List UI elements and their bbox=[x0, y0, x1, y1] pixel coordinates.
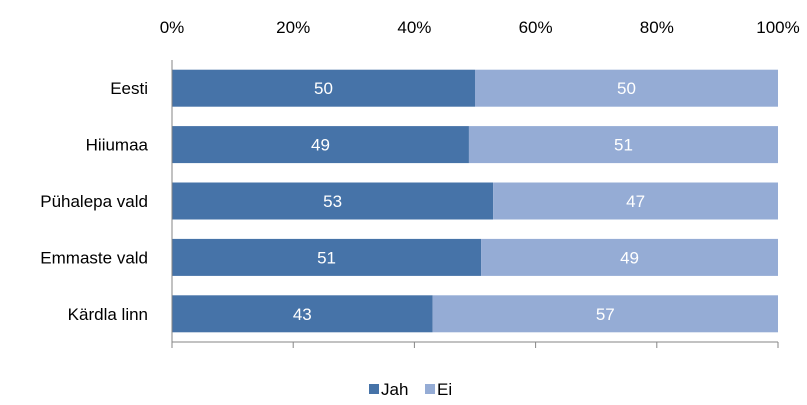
category-label: Eesti bbox=[110, 79, 148, 98]
data-label: 51 bbox=[614, 136, 633, 155]
legend-label-ei: Ei bbox=[437, 380, 452, 399]
x-tick-label: 80% bbox=[640, 18, 674, 37]
data-label: 50 bbox=[617, 79, 636, 98]
bar-ei bbox=[432, 295, 778, 333]
category-label: Hiiumaa bbox=[86, 136, 149, 155]
data-label: 49 bbox=[620, 248, 639, 267]
bar-ei bbox=[475, 69, 778, 107]
x-tick-label: 0% bbox=[160, 18, 185, 37]
category-label: Kärdla linn bbox=[68, 305, 148, 324]
bar-jah bbox=[172, 182, 494, 220]
data-label: 53 bbox=[323, 192, 342, 211]
category-label: Emmaste vald bbox=[40, 248, 148, 267]
bar-jah bbox=[172, 69, 475, 107]
x-tick-label: 100% bbox=[756, 18, 799, 37]
data-label: 43 bbox=[293, 305, 312, 324]
category-label: Pühalepa vald bbox=[40, 192, 148, 211]
data-label: 47 bbox=[626, 192, 645, 211]
bar-ei bbox=[468, 126, 778, 164]
x-tick-label: 40% bbox=[397, 18, 431, 37]
data-label: 50 bbox=[314, 79, 333, 98]
bar-jah bbox=[172, 126, 469, 164]
bar-jah bbox=[172, 238, 482, 276]
legend-swatch-ei bbox=[425, 384, 435, 394]
bar-jah bbox=[172, 295, 433, 333]
x-tick-label: 20% bbox=[276, 18, 310, 37]
legend-label-jah: Jah bbox=[381, 380, 408, 399]
legend-swatch-jah bbox=[369, 384, 379, 394]
bar-ei bbox=[493, 182, 778, 220]
data-label: 51 bbox=[317, 248, 336, 267]
data-label: 57 bbox=[596, 305, 615, 324]
bar-ei bbox=[481, 238, 778, 276]
data-label: 49 bbox=[311, 136, 330, 155]
x-tick-label: 60% bbox=[519, 18, 553, 37]
